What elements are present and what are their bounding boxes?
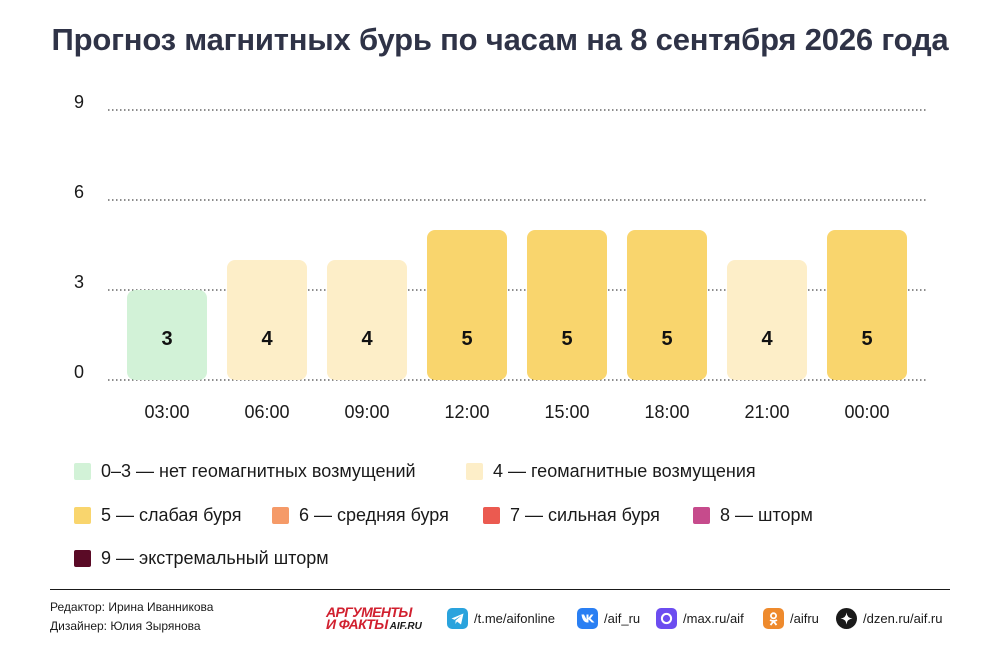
legend-label: 9 — экстремальный шторм <box>101 548 329 568</box>
legend-label: 8 — шторм <box>720 505 813 525</box>
y-tick-label: 9 <box>74 92 84 112</box>
data-label: 4 <box>261 328 273 350</box>
logo-line-2: И ФАКТЫ AIF.RU <box>326 616 434 633</box>
social-label: /aif_ru <box>604 611 641 626</box>
legend-swatch <box>466 463 483 480</box>
legend-swatch <box>74 507 91 524</box>
legend-swatch <box>693 507 710 524</box>
footer-divider <box>50 589 950 590</box>
social-label: /aifru <box>790 611 819 626</box>
bar <box>827 230 907 380</box>
legend-item-0: 0–3 — нет геомагнитных возмущений <box>74 461 416 482</box>
bar <box>227 260 307 380</box>
legend-swatch <box>74 463 91 480</box>
y-tick-label: 3 <box>74 272 84 292</box>
bar <box>727 260 807 380</box>
legend-swatch <box>272 507 289 524</box>
legend-swatch <box>74 550 91 567</box>
data-label: 5 <box>561 328 572 350</box>
dzen-icon <box>836 608 857 629</box>
social-link-vk[interactable]: /aif_ru <box>577 608 640 629</box>
legend-label: 6 — средняя буря <box>299 505 449 525</box>
telegram-icon <box>447 608 468 629</box>
legend-label: 7 — сильная буря <box>510 505 660 525</box>
legend-item-1: 4 — геомагнитные возмущения <box>466 461 756 482</box>
bar <box>527 230 607 380</box>
x-tick-label: 09:00 <box>344 402 389 422</box>
data-label: 5 <box>461 328 472 350</box>
x-tick-label: 06:00 <box>244 402 289 422</box>
legend-swatch <box>483 507 500 524</box>
designer-credit: Дизайнер: Юлия Зырянова <box>50 619 201 633</box>
legend-item-5: 8 — шторм <box>693 505 813 526</box>
logo-line-1: АРГУМЕНТЫ <box>326 604 412 620</box>
aif-logo[interactable]: АРГУМЕНТЫ И ФАКТЫ AIF.RU <box>326 604 434 633</box>
odnoklassniki-icon <box>763 608 784 629</box>
x-tick-label: 21:00 <box>744 402 789 422</box>
data-label: 5 <box>861 328 872 350</box>
x-tick-label: 15:00 <box>544 402 589 422</box>
social-link-max[interactable]: /max.ru/aif <box>656 608 744 629</box>
y-tick-label: 0 <box>74 362 84 382</box>
social-link-dzen[interactable]: /dzen.ru/aif.ru <box>836 608 943 629</box>
legend-label: 5 — слабая буря <box>101 505 242 525</box>
x-tick-label: 18:00 <box>644 402 689 422</box>
x-tick-label: 00:00 <box>844 402 889 422</box>
max-icon <box>656 608 677 629</box>
bar <box>327 260 407 380</box>
social-link-odnoklassniki[interactable]: /aifru <box>763 608 819 629</box>
bar <box>427 230 507 380</box>
social-label: /t.me/aifonline <box>474 611 555 626</box>
legend-item-6: 9 — экстремальный шторм <box>74 548 329 569</box>
legend-item-4: 7 — сильная буря <box>483 505 660 526</box>
logo-text: И ФАКТЫ <box>326 616 388 632</box>
logo-domain: AIF.RU <box>389 621 422 632</box>
x-tick-label: 03:00 <box>144 402 189 422</box>
data-label: 3 <box>161 328 172 350</box>
y-tick-label: 6 <box>74 182 84 202</box>
legend-item-2: 5 — слабая буря <box>74 505 241 526</box>
social-label: /max.ru/aif <box>683 611 744 626</box>
legend-label: 4 — геомагнитные возмущения <box>493 461 756 481</box>
bar <box>127 290 207 380</box>
data-label: 4 <box>361 328 373 350</box>
social-link-telegram[interactable]: /t.me/aifonline <box>447 608 555 629</box>
editor-credit: Редактор: Ирина Иванникова <box>50 600 214 614</box>
vk-icon <box>577 608 598 629</box>
bar-chart: 0 3 6 9 3 03:00 4 06:00 4 09:00 5 12:00 5 15:00 5 18:00… <box>74 92 926 422</box>
chart-title: Прогноз магнитных бурь по часам на 8 сен… <box>51 22 949 57</box>
data-label: 4 <box>761 328 773 350</box>
data-label: 5 <box>661 328 672 350</box>
social-label: /dzen.ru/aif.ru <box>863 611 943 626</box>
legend-label: 0–3 — нет геомагнитных возмущений <box>101 461 416 481</box>
x-tick-label: 12:00 <box>444 402 489 422</box>
bar <box>627 230 707 380</box>
legend-item-3: 6 — средняя буря <box>272 505 449 526</box>
